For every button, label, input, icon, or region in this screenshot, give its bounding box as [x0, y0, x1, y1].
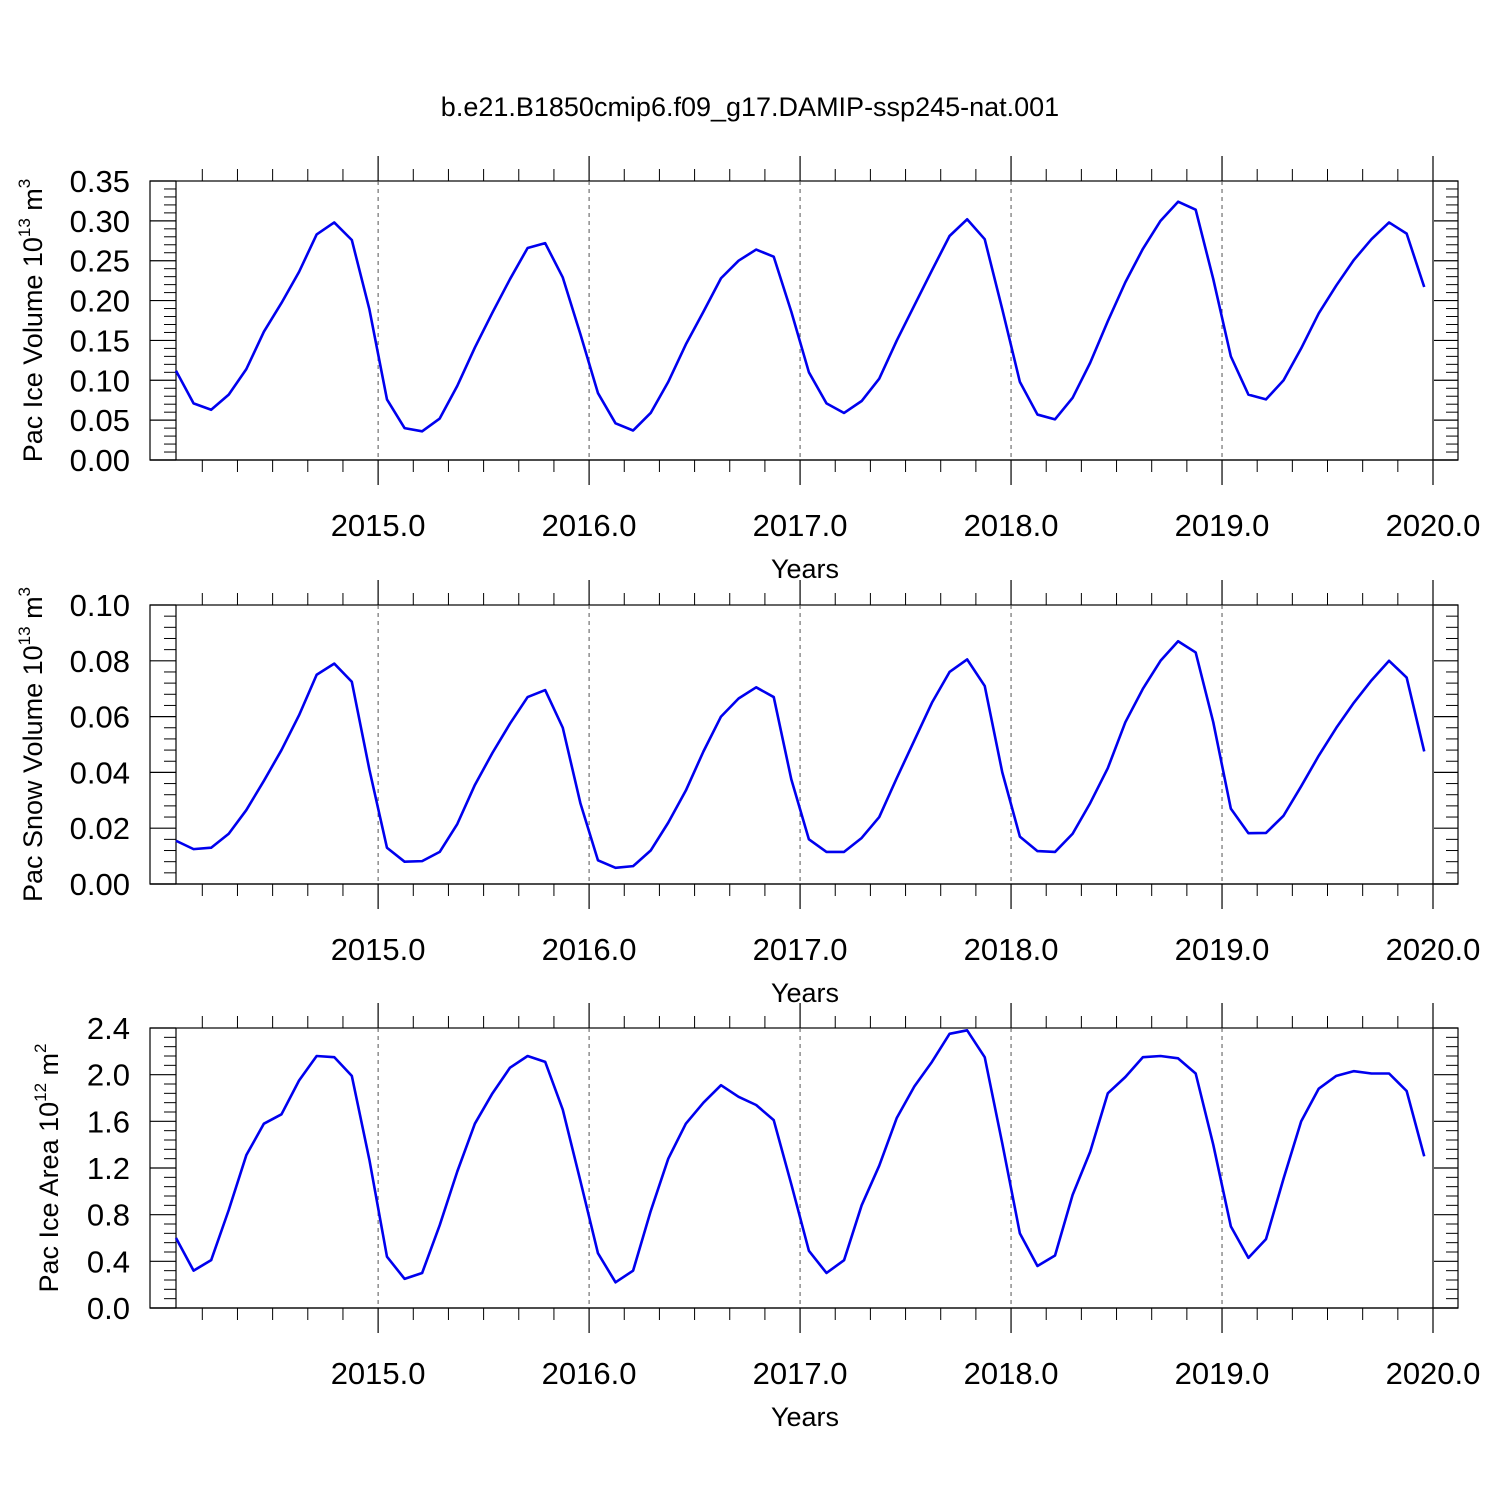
y-tick-label: 0.15: [70, 323, 130, 358]
plot-frame: [149, 180, 1459, 461]
y-tick-label: 2.0: [87, 1058, 130, 1093]
y-tick-label: 0.0: [87, 1291, 130, 1326]
x-tick-label: 2018.0: [964, 508, 1059, 543]
y-axis-title: Pac Ice Area 1012 m2: [31, 1043, 64, 1292]
y-tick-label: 0.06: [70, 700, 130, 735]
y-tick-label: 0.25: [70, 244, 130, 279]
y-tick-label: 0.02: [70, 811, 130, 846]
y-tick-label: 1.2: [87, 1151, 130, 1186]
x-tick-label: 2019.0: [1175, 1356, 1270, 1391]
y-tick-label: 0.30: [70, 204, 130, 239]
data-series-line: [174, 200, 1426, 433]
x-axis-title: Years: [771, 1402, 839, 1432]
y-tick-label: 0.4: [87, 1244, 130, 1279]
x-tick-label: 2020.0: [1386, 508, 1481, 543]
x-tick-label: 2016.0: [542, 932, 637, 967]
x-tick-label: 2018.0: [964, 1356, 1059, 1391]
y-tick-label: 0.10: [70, 363, 130, 398]
x-tick-label: 2016.0: [542, 1356, 637, 1391]
y-tick-label: 0.05: [70, 403, 130, 438]
x-tick-label: 2019.0: [1175, 508, 1270, 543]
y-tick-label: 0.10: [70, 588, 130, 623]
x-axis-title: Years: [771, 978, 839, 1008]
y-tick-label: 1.6: [87, 1104, 130, 1139]
y-tick-label: 2.4: [87, 1011, 130, 1046]
chart-panel-2: 2015.0 2016.0 2017.0 2018.0 2019.0 2020.0 0.00…: [15, 580, 1480, 1008]
y-axis-title: Pac Ice Volume 1013 m3: [15, 179, 48, 463]
x-tick-label: 2020.0: [1386, 932, 1481, 967]
x-tick-label: 2018.0: [964, 932, 1059, 967]
x-tick-label: 2017.0: [753, 932, 848, 967]
y-tick-label: 0.08: [70, 644, 130, 679]
x-tick-label: 2015.0: [331, 508, 426, 543]
y-tick-label: 0.20: [70, 284, 130, 319]
chart-panel-1: 2015.0 2016.0 2017.0 2018.0 2019.0 2020.0 0.00…: [15, 156, 1480, 584]
data-series-line: [175, 639, 1426, 870]
x-tick-label: 2015.0: [331, 932, 426, 967]
y-tick-label: 0.35: [70, 164, 130, 199]
x-tick-label: 2020.0: [1386, 1356, 1481, 1391]
y-axis-title: Pac Snow Volume 1013 m3: [15, 587, 48, 902]
plot-frame: [149, 604, 1459, 885]
x-tick-label: 2015.0: [331, 1356, 426, 1391]
y-tick-label: 0.00: [70, 867, 130, 902]
y-tick-label: 0.8: [87, 1198, 130, 1233]
data-series-line: [174, 1029, 1426, 1284]
x-tick-label: 2017.0: [753, 508, 848, 543]
y-tick-label: 0.00: [70, 443, 130, 478]
chart-panel-3: 2015.0 2016.0 2017.0 2018.0 2019.0 2020.0 0.0 0…: [31, 1003, 1480, 1432]
x-tick-label: 2019.0: [1175, 932, 1270, 967]
x-tick-label: 2017.0: [753, 1356, 848, 1391]
y-tick-label: 0.04: [70, 755, 130, 790]
x-axis-title: Years: [771, 554, 839, 584]
page-title: b.e21.B1850cmip6.f09_g17.DAMIP-ssp245-na…: [440, 92, 1060, 122]
x-tick-label: 2016.0: [542, 508, 637, 543]
